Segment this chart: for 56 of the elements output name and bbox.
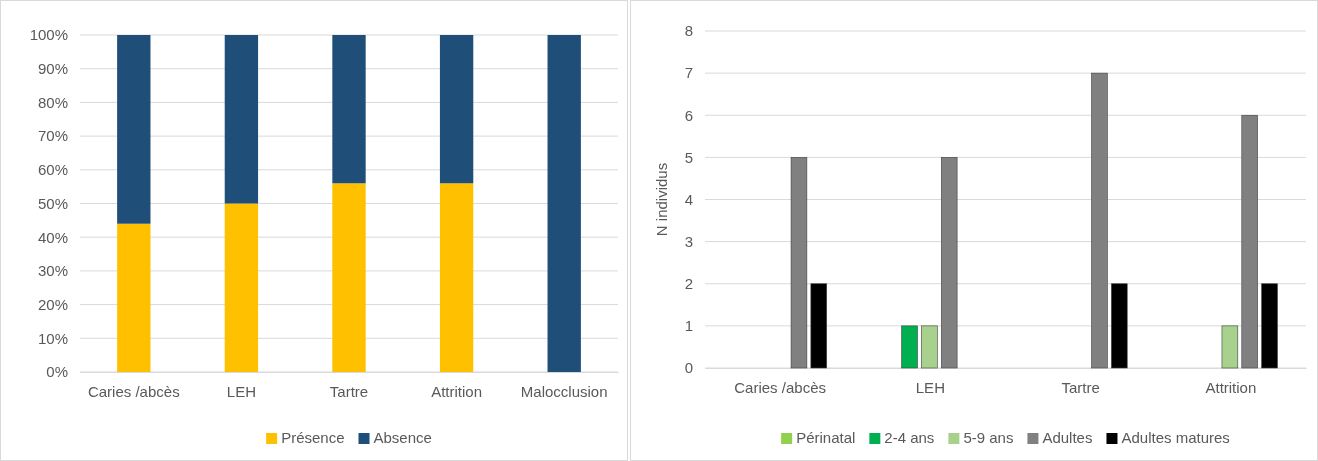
- y-tick-label: 100%: [29, 26, 68, 44]
- bar: [332, 35, 366, 184]
- y-axis-title: N individus: [653, 162, 670, 237]
- x-tick-label: Caries /abcès: [734, 378, 826, 396]
- bar: [117, 223, 151, 372]
- y-tick-label: 5: [684, 148, 693, 166]
- bar: [810, 283, 828, 369]
- bar: [901, 325, 918, 369]
- x-tick-label: Malocclusion: [520, 382, 608, 400]
- y-tick-label: 80%: [37, 93, 68, 111]
- y-tick-label: 4: [684, 190, 693, 208]
- bar: [921, 325, 938, 369]
- bar: [1221, 325, 1239, 369]
- y-tick-label: 0: [684, 359, 693, 377]
- legend-label: Présence: [281, 429, 345, 446]
- y-tick-label: 30%: [37, 262, 68, 280]
- legend-label: Périnatal: [796, 429, 856, 446]
- bar: [790, 157, 808, 369]
- legend-label: Adultes matures: [1121, 429, 1230, 446]
- y-tick-label: 0%: [46, 363, 68, 381]
- legend-label: Absence: [373, 429, 432, 446]
- y-tick-label: 50%: [37, 194, 68, 212]
- bar: [1091, 72, 1108, 369]
- y-tick-label: 1: [684, 317, 693, 335]
- bar: [547, 35, 581, 372]
- x-tick-label: Tartre: [1061, 378, 1100, 396]
- x-tick-label: Tartre: [329, 382, 369, 400]
- bar: [1261, 283, 1278, 369]
- bar: [332, 183, 366, 372]
- x-tick-label: LEH: [915, 378, 945, 396]
- bar: [117, 35, 151, 224]
- bar: [224, 203, 259, 372]
- y-tick-label: 8: [684, 22, 693, 40]
- x-tick-label: Attrition: [1205, 378, 1257, 396]
- y-tick-label: 6: [684, 106, 693, 124]
- y-tick-label: 70%: [37, 127, 68, 145]
- bar: [940, 157, 958, 369]
- bar: [1111, 283, 1128, 369]
- x-tick-label: Attrition: [431, 382, 483, 400]
- x-tick-label: LEH: [226, 382, 256, 400]
- bar: [1241, 114, 1258, 369]
- legend-label: Adultes: [1042, 429, 1093, 446]
- y-tick-label: 40%: [37, 228, 68, 246]
- y-tick-label: 60%: [37, 161, 68, 179]
- legend-label: 5-9 ans: [963, 429, 1014, 446]
- bar: [439, 35, 474, 184]
- y-tick-label: 2: [684, 275, 693, 293]
- y-tick-label: 90%: [37, 60, 68, 77]
- y-tick-label: 20%: [37, 295, 68, 313]
- bar: [224, 35, 259, 204]
- bar: [439, 183, 474, 372]
- y-tick-label: 7: [684, 64, 693, 82]
- y-tick-label: 3: [684, 232, 693, 250]
- y-tick-label: 10%: [37, 329, 68, 347]
- x-tick-label: Caries /abcès: [87, 382, 180, 400]
- legend-label: 2-4 ans: [884, 429, 935, 446]
